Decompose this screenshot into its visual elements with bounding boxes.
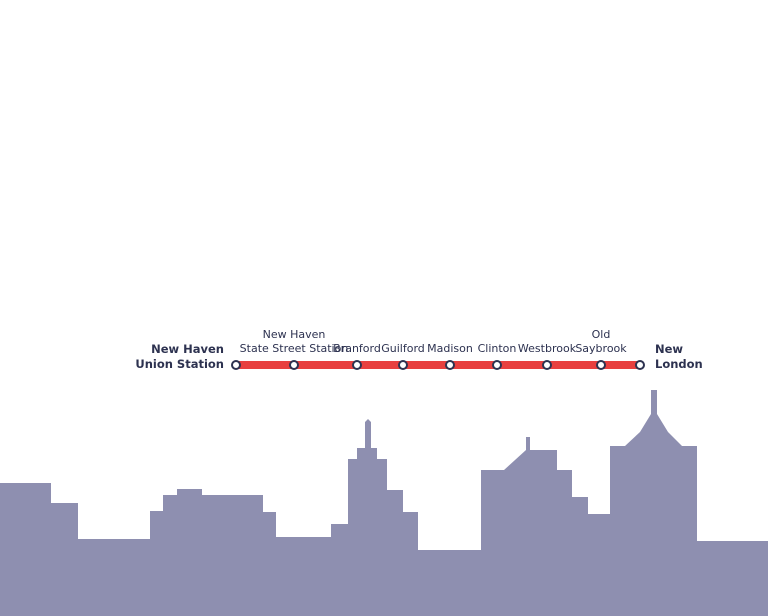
- station-marker: [542, 360, 552, 370]
- rail-line: [236, 361, 640, 369]
- station-marker: [596, 360, 606, 370]
- station-marker: [352, 360, 362, 370]
- station-label: Saybrook: [575, 342, 627, 355]
- skyline: [0, 390, 768, 616]
- station-label: New: [655, 342, 683, 356]
- station-label: State Street Station: [240, 342, 349, 355]
- station-marker: [398, 360, 408, 370]
- station-label: Westbrook: [518, 342, 577, 355]
- station-marker: [289, 360, 299, 370]
- station-label: Madison: [427, 342, 473, 355]
- station-label: London: [655, 357, 703, 371]
- station-label: New Haven: [263, 328, 326, 341]
- station-label: Union Station: [135, 357, 224, 371]
- station-label: Branford: [333, 342, 381, 355]
- station-label: New Haven: [151, 342, 224, 356]
- station-label: Guilford: [381, 342, 425, 355]
- station-marker: [492, 360, 502, 370]
- station-label: Clinton: [478, 342, 517, 355]
- station-label: Old: [592, 328, 611, 341]
- station-marker: [635, 360, 645, 370]
- station-marker: [445, 360, 455, 370]
- station-marker: [231, 360, 241, 370]
